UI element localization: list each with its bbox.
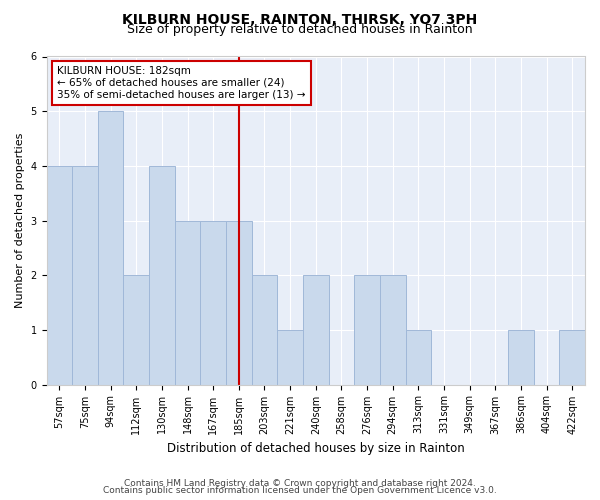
Bar bbox=[72, 166, 98, 384]
Bar bbox=[226, 220, 251, 384]
Text: KILBURN HOUSE: 182sqm
← 65% of detached houses are smaller (24)
35% of semi-deta: KILBURN HOUSE: 182sqm ← 65% of detached … bbox=[57, 66, 306, 100]
Bar bbox=[251, 275, 277, 384]
Bar bbox=[98, 111, 124, 384]
Bar bbox=[303, 275, 329, 384]
Text: Contains HM Land Registry data © Crown copyright and database right 2024.: Contains HM Land Registry data © Crown c… bbox=[124, 478, 476, 488]
Bar bbox=[47, 166, 72, 384]
Bar bbox=[508, 330, 534, 384]
Text: Size of property relative to detached houses in Rainton: Size of property relative to detached ho… bbox=[127, 22, 473, 36]
Bar bbox=[149, 166, 175, 384]
Bar bbox=[354, 275, 380, 384]
X-axis label: Distribution of detached houses by size in Rainton: Distribution of detached houses by size … bbox=[167, 442, 464, 455]
Bar bbox=[277, 330, 303, 384]
Bar bbox=[175, 220, 200, 384]
Text: KILBURN HOUSE, RAINTON, THIRSK, YO7 3PH: KILBURN HOUSE, RAINTON, THIRSK, YO7 3PH bbox=[122, 12, 478, 26]
Bar bbox=[406, 330, 431, 384]
Bar bbox=[380, 275, 406, 384]
Text: Contains public sector information licensed under the Open Government Licence v3: Contains public sector information licen… bbox=[103, 486, 497, 495]
Bar bbox=[200, 220, 226, 384]
Bar bbox=[124, 275, 149, 384]
Y-axis label: Number of detached properties: Number of detached properties bbox=[15, 133, 25, 308]
Bar bbox=[559, 330, 585, 384]
